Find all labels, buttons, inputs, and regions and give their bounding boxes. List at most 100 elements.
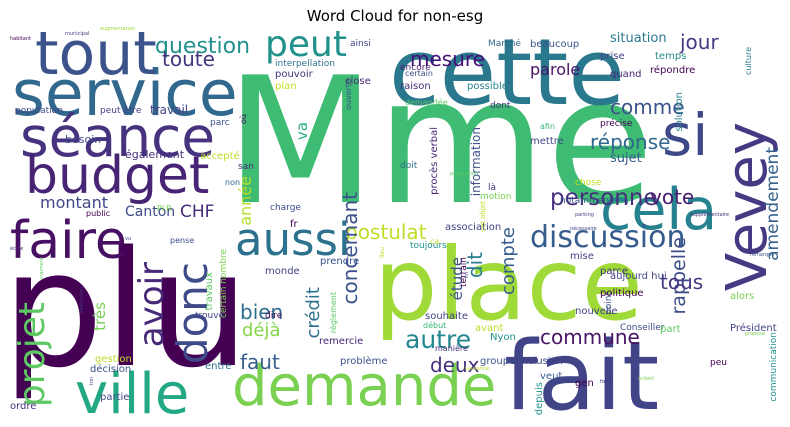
word-65: raison: [400, 81, 431, 92]
word-124: aujourd hui: [610, 271, 667, 282]
word-58: plan: [275, 81, 297, 92]
word-91: charge: [270, 203, 301, 213]
word-39: commune: [540, 325, 640, 349]
word-29: personne: [550, 185, 658, 211]
word-56: population: [15, 106, 63, 116]
word-111: début: [423, 321, 447, 330]
word-134: partie: [100, 392, 130, 403]
word-0: plu: [10, 216, 250, 403]
word-5: service: [12, 57, 238, 130]
word-52: travail: [150, 103, 189, 117]
word-117: conclusion: [510, 356, 564, 367]
word-55: accepté: [200, 151, 240, 162]
word-70: quand: [610, 69, 642, 80]
word-27: réponse: [590, 130, 671, 154]
word-24: jour: [680, 30, 719, 54]
word-116: avant: [475, 323, 504, 334]
word-127: Conseiller: [620, 323, 665, 333]
word-51: va: [293, 122, 311, 141]
word-61: close: [345, 76, 371, 87]
word-67: demandée: [405, 98, 448, 107]
word-41: tous: [660, 270, 704, 294]
word-132: décision: [90, 364, 132, 375]
word-31: amendement: [763, 147, 780, 261]
word-6: tout: [35, 27, 157, 89]
word-74: beaucoup: [530, 39, 580, 50]
word-103: monde: [265, 266, 300, 277]
word-30: vote: [650, 185, 695, 209]
word-108: remercie: [319, 336, 364, 347]
word-47: montant: [40, 193, 109, 212]
word-142: cet objet: [479, 201, 487, 232]
word-23: mesure: [410, 47, 485, 71]
word-113: manière: [435, 344, 468, 353]
word-110: entre: [205, 361, 232, 372]
word-155: enfant: [638, 376, 655, 382]
word-144: vu: [125, 236, 132, 242]
word-104: travaux: [204, 272, 215, 311]
word-57: peut être: [100, 106, 142, 116]
word-34: crédit: [303, 287, 324, 339]
word-7: séance: [20, 105, 216, 169]
word-92: san: [238, 162, 254, 172]
word-80: procès verbal: [429, 127, 440, 195]
word-76: dont: [490, 101, 511, 111]
word-3: place: [374, 226, 644, 343]
word-19: projet: [12, 302, 53, 408]
word-83: sujet: [610, 151, 642, 166]
word-42: deux: [430, 353, 480, 377]
word-106: dire: [265, 311, 283, 321]
word-135: ordre: [10, 401, 37, 412]
word-88: motion: [480, 192, 512, 202]
word-115: Nyon: [490, 332, 516, 343]
word-50: Canton: [125, 204, 176, 220]
word-146: certain nombre: [219, 249, 229, 319]
word-16: aussi: [235, 213, 351, 266]
word-154: remarque: [750, 252, 775, 258]
word-94: parc: [210, 118, 230, 128]
word-48: CHF: [180, 202, 215, 222]
word-82: solution: [674, 92, 685, 132]
word-122: parce: [600, 266, 629, 277]
word-28: parole: [530, 60, 581, 79]
word-cloud: plu Mme fait place cette service tout séance bud…: [10, 27, 780, 419]
word-60: interpellation: [275, 59, 335, 69]
word-143: proposition: [450, 171, 478, 177]
word-97: public: [86, 209, 111, 218]
word-25: situation: [610, 31, 667, 46]
word-128: part: [660, 324, 681, 335]
word-73: culture: [744, 47, 753, 75]
word-120: gen: [575, 378, 594, 389]
word-59: pouvoir: [275, 69, 313, 80]
word-121: mise: [570, 251, 594, 262]
word-22: toute: [162, 47, 215, 71]
word-1: Mme: [225, 41, 655, 244]
word-33: concernant: [338, 192, 362, 305]
word-75: Marché: [488, 39, 521, 49]
word-112: souhaite: [425, 311, 468, 322]
word-72: répondre: [650, 65, 696, 76]
word-133: gestion: [95, 354, 132, 365]
word-62: ouverte: [344, 79, 353, 110]
word-137: augmentation: [100, 27, 136, 32]
word-156: propose: [745, 331, 766, 337]
word-63: ainsi: [350, 39, 371, 49]
word-129: Président: [730, 323, 777, 334]
word-101: ca: [430, 237, 440, 246]
word-107: trouve: [195, 311, 225, 321]
word-95: où: [239, 114, 248, 124]
word-14: cela: [600, 177, 718, 243]
word-66: certain: [405, 69, 433, 78]
word-78: mettre: [530, 136, 564, 147]
word-2: fait: [504, 322, 660, 420]
word-151: fin: [464, 272, 470, 279]
word-32: postulat: [345, 220, 427, 244]
word-126: nouvelle: [575, 306, 618, 317]
word-102: prendre: [320, 256, 360, 267]
word-118: veut: [540, 371, 563, 382]
word-86: doit: [400, 161, 418, 171]
word-20: avoir: [132, 262, 172, 348]
word-85: notamment: [560, 196, 613, 206]
word-43: bien: [240, 300, 284, 324]
word-44: déjà: [242, 320, 281, 341]
